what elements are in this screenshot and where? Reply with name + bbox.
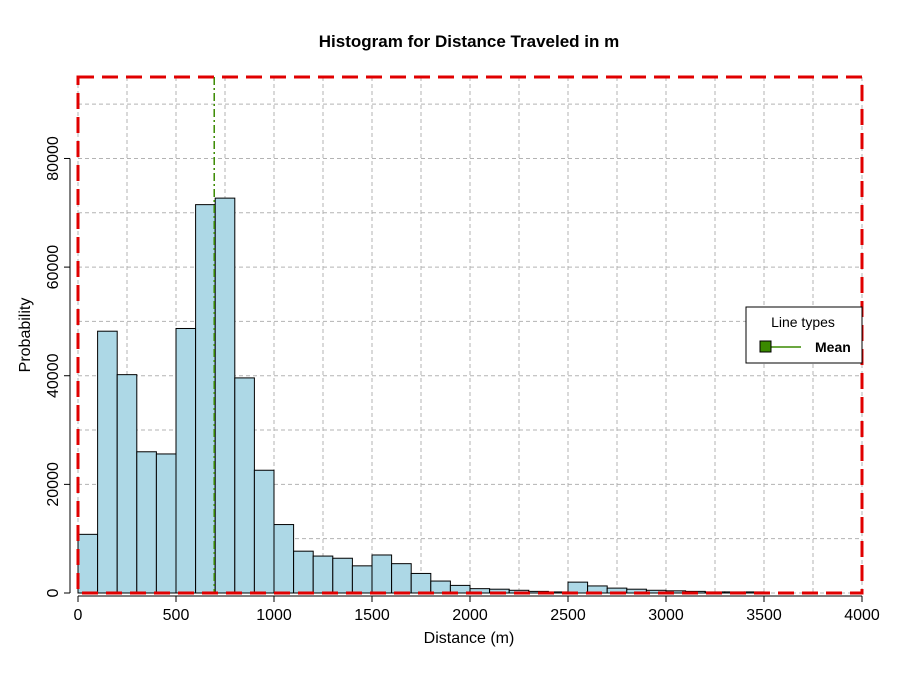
histogram-bar	[136, 451, 157, 594]
y-tick-label: 20000	[45, 462, 62, 507]
legend-mean-label: Mean	[815, 339, 851, 355]
x-tick-label: 4000	[844, 607, 880, 624]
histogram-bar	[273, 524, 295, 594]
x-tick-label: 0	[74, 607, 83, 624]
histogram-bar	[567, 581, 589, 594]
histogram-bar	[371, 554, 393, 594]
histogram-bar	[175, 327, 197, 594]
histogram-bar	[312, 555, 334, 594]
histogram-bar	[195, 204, 216, 594]
x-tick-label: 3500	[746, 607, 782, 624]
x-tick-label: 1500	[354, 607, 390, 624]
legend-mean-swatch	[759, 340, 772, 353]
histogram-bar	[116, 374, 138, 594]
y-tick-label: 60000	[45, 245, 62, 290]
x-tick-label: 2000	[452, 607, 488, 624]
axes: 0 500 1000 1500 2000 2500 3000 3500 400002000040…	[45, 136, 880, 624]
x-tick-label: 2500	[550, 607, 586, 624]
x-tick-label: 3000	[648, 607, 684, 624]
x-tick-label: 1000	[256, 607, 292, 624]
y-tick-label: 80000	[45, 136, 62, 181]
y-tick-label: 0	[45, 588, 62, 597]
histogram-bar	[214, 197, 236, 594]
histogram-bar	[332, 557, 353, 594]
legend: Line types Mean	[745, 306, 863, 364]
histogram-bar	[97, 330, 118, 594]
chart-title: Histogram for Distance Traveled in m	[319, 32, 619, 51]
y-tick-label: 40000	[45, 353, 62, 398]
histogram-bar	[234, 377, 255, 594]
legend-title: Line types	[771, 314, 835, 330]
histogram-bar	[430, 580, 451, 594]
histogram-bar	[410, 572, 432, 594]
legend-box	[745, 306, 863, 364]
x-axis-label: Distance (m)	[424, 630, 515, 647]
histogram-bar	[253, 469, 275, 594]
histogram-bar	[351, 565, 373, 594]
histogram-bar	[391, 563, 412, 594]
histogram-bar	[293, 550, 314, 594]
y-axis-label: Probability	[17, 298, 34, 373]
x-tick-label: 500	[163, 607, 190, 624]
histogram-bar	[77, 533, 99, 594]
histogram-bar	[155, 453, 177, 594]
